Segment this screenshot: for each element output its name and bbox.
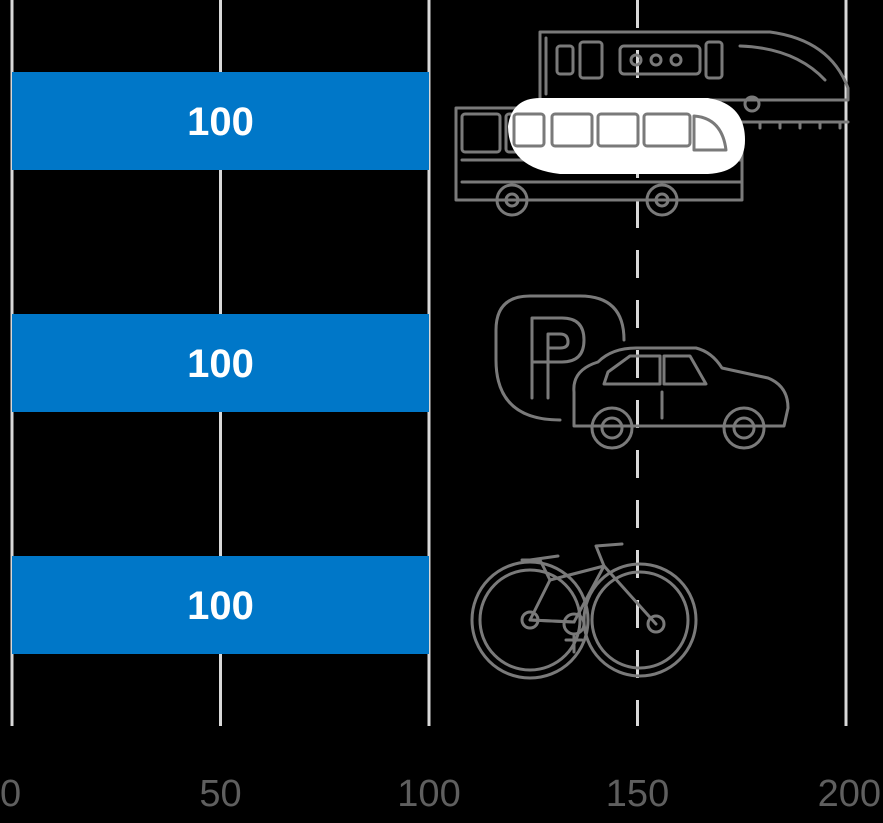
bicycle-icon [470, 542, 698, 680]
data-labels: 100 100 100 [187, 100, 254, 628]
parking-car-icon [494, 294, 790, 450]
x-tick-label-50: 50 [199, 773, 241, 815]
data-label-3: 100 [187, 584, 254, 628]
x-axis-ticks: 0 50 100 150 200 [0, 773, 881, 815]
data-label-1: 100 [187, 100, 254, 144]
x-tick-label-200: 200 [818, 773, 881, 815]
x-tick-label-150: 150 [606, 773, 669, 815]
train-bus-icon [454, 30, 850, 217]
x-tick-label-0: 0 [0, 773, 21, 815]
bars [12, 72, 429, 654]
bar-1 [12, 72, 429, 170]
bar-2 [12, 314, 429, 412]
x-tick-label-100: 100 [397, 773, 460, 815]
data-label-2: 100 [187, 342, 254, 386]
bar-3 [12, 556, 429, 654]
